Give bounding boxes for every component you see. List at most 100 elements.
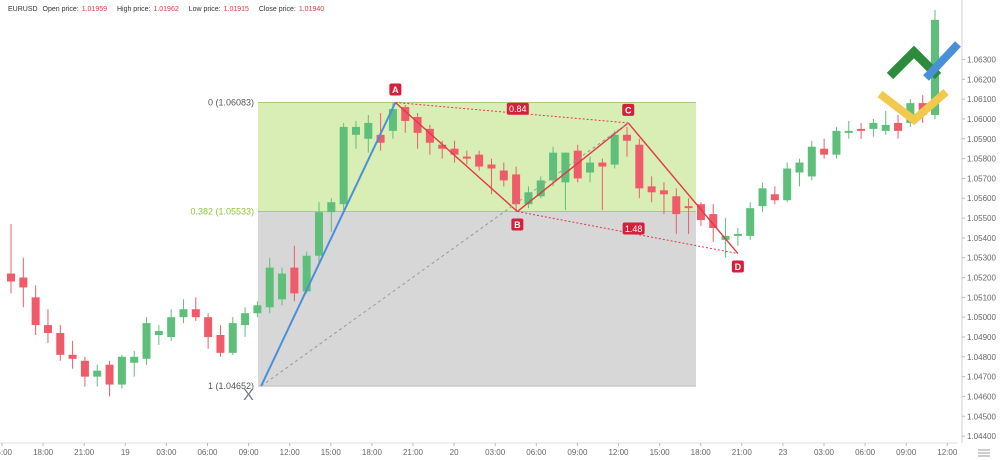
fib-level-label: 1 (1.04652) — [208, 381, 254, 391]
candle-body — [659, 190, 668, 195]
candle — [31, 285, 40, 336]
candle-body — [499, 170, 508, 181]
x-tick-label: 03:00 — [485, 448, 506, 457]
ab-leg — [394, 101, 518, 213]
candle — [881, 111, 890, 135]
ratio-badge-text: 0.84 — [509, 104, 527, 114]
x-tick-label: 18:00 — [691, 448, 712, 457]
candle — [450, 140, 459, 163]
candle — [167, 309, 176, 341]
candle — [462, 150, 471, 165]
candle — [770, 186, 779, 205]
x-tick-label: 20 — [450, 448, 459, 457]
candle — [80, 356, 89, 387]
candle — [586, 156, 595, 183]
logo-stroke-blue — [923, 41, 961, 81]
candle-body — [154, 331, 163, 336]
time-axis: 15:00 18:00 21:00 19 03:00 06:00 09:00 12:00 15:… — [0, 442, 990, 457]
pattern-point-x: X — [243, 387, 254, 404]
y-tick-label: 1.04700 — [967, 373, 996, 382]
candle — [795, 158, 804, 187]
price-axis: 1.06300 1.06200 1.06100 1.06000 1.05900 1.058… — [961, 0, 996, 443]
x-tick-label: 15:00 — [321, 448, 342, 457]
y-tick-label: 1.05300 — [967, 254, 996, 263]
y-tick-label: 1.06000 — [967, 115, 996, 124]
y-tick-label: 1.04500 — [967, 412, 996, 421]
x-tick-label: 15:00 — [0, 448, 13, 457]
candle — [216, 325, 225, 357]
candle-body — [179, 309, 188, 318]
candle-body — [844, 130, 853, 133]
candle — [401, 105, 410, 133]
candle — [315, 202, 323, 264]
candles — [7, 9, 939, 397]
candle-body — [31, 297, 40, 326]
x-tick-label: 03:00 — [814, 448, 835, 457]
candle-body — [783, 168, 792, 201]
candle-body — [450, 148, 459, 155]
candle-body — [56, 333, 65, 355]
candle-body — [204, 317, 213, 337]
low-price-label: Low price: — [188, 6, 221, 13]
symbol-label: EURUSD — [8, 6, 38, 13]
candle-body — [795, 162, 804, 173]
x-tick-label: 21:00 — [732, 448, 753, 457]
candle — [154, 325, 163, 345]
y-tick-label: 1.05200 — [967, 274, 996, 283]
candle — [130, 350, 139, 377]
candle — [56, 325, 65, 361]
pattern-point-d: D — [731, 260, 744, 273]
candle — [19, 257, 28, 308]
candle-body — [290, 267, 299, 294]
point-label-text: A — [392, 85, 399, 95]
candle-body — [339, 126, 348, 205]
low-price-value: 1.01915 — [223, 6, 249, 13]
candle-body — [425, 128, 434, 143]
candle — [228, 317, 237, 355]
candle — [832, 126, 841, 159]
candle-body — [770, 194, 779, 201]
open-price-label: Open price: — [42, 6, 79, 13]
x-tick-label: 06:00 — [197, 448, 218, 457]
candle — [364, 114, 373, 153]
x-tick-label: 06:00 — [855, 448, 876, 457]
chart-settings-icon[interactable] — [978, 449, 990, 457]
candle-body — [253, 305, 262, 314]
candle-body — [586, 162, 595, 173]
point-label-bg — [731, 260, 744, 273]
candle-body — [142, 323, 151, 359]
candle — [894, 114, 903, 139]
candle — [499, 162, 508, 187]
candle — [857, 122, 866, 139]
candle-body — [733, 233, 742, 236]
candle — [93, 364, 102, 387]
candle — [351, 120, 360, 149]
candle-body — [105, 364, 114, 385]
candle — [425, 124, 434, 155]
x-tick-label: 12:00 — [937, 448, 958, 457]
candle — [684, 198, 693, 234]
y-tick-label: 1.05900 — [967, 135, 996, 144]
candle-body — [191, 309, 200, 318]
candle-body — [857, 128, 866, 131]
candle-body — [696, 204, 705, 221]
ratio-badge-bg — [506, 102, 529, 115]
y-tick-label: 1.05100 — [967, 293, 996, 302]
candle-body — [610, 134, 619, 165]
y-tick-label: 1.04800 — [967, 353, 996, 362]
candle — [635, 138, 644, 199]
candle — [302, 251, 311, 294]
x-tick-label: 09:00 — [239, 448, 260, 457]
x-tick-label: 21:00 — [403, 448, 424, 457]
fib-zone-lower — [258, 211, 696, 387]
candle — [512, 166, 521, 213]
candle — [339, 122, 348, 211]
candle-body — [869, 122, 878, 129]
candle-body — [807, 146, 816, 177]
ratio-badge: 0.84 — [506, 102, 529, 115]
candle-body — [475, 154, 484, 167]
candle — [117, 354, 126, 389]
open-price-value: 1.01959 — [81, 6, 108, 13]
point-label-bg — [622, 103, 635, 116]
